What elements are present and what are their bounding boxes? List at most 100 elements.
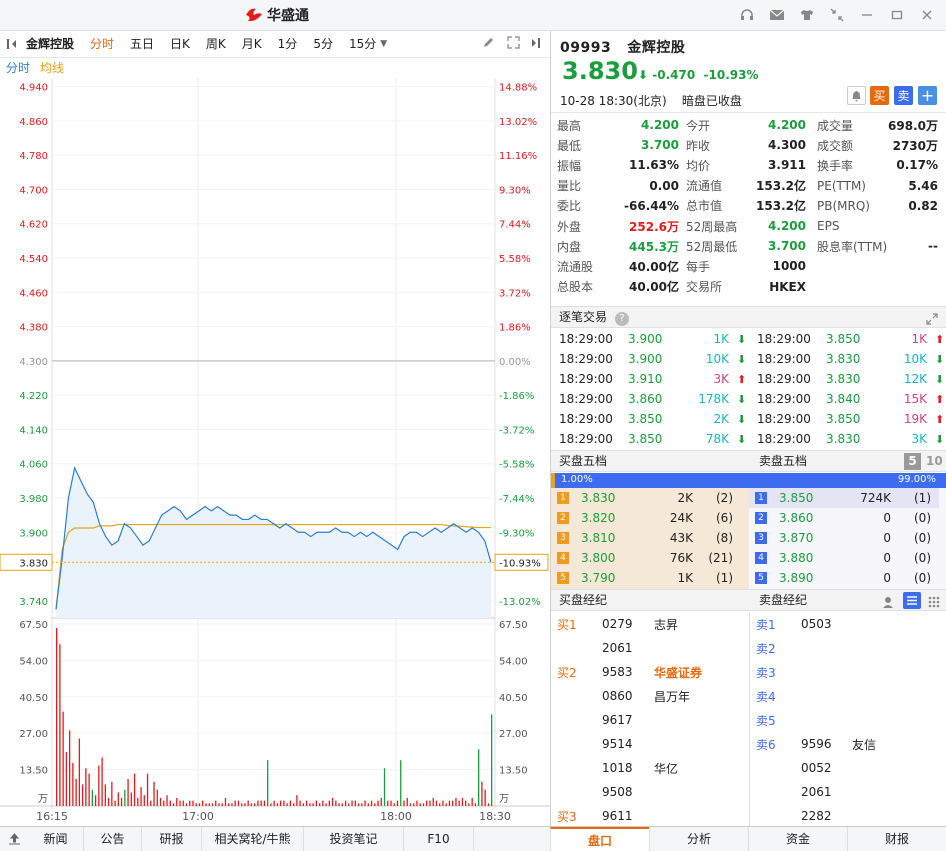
ask-broker-id[interactable]: 0503 — [801, 617, 832, 631]
quote-datetime: 10-28 18:30(北京) — [560, 94, 667, 108]
volume-bar — [185, 803, 188, 806]
bottom-tab-2[interactable]: 研报 — [142, 826, 202, 851]
ask-ratio-label: 99.00% — [897, 474, 936, 485]
level-volume: 0 — [883, 531, 891, 545]
tick-volume: 78K — [705, 432, 729, 446]
expand-icon[interactable] — [501, 36, 526, 52]
ask-broker-id[interactable]: 9596 — [801, 737, 832, 751]
chevron-down-icon[interactable]: ▼ — [380, 39, 388, 49]
ask-level-row[interactable]: 4 3.880 0 (0) — [755, 548, 945, 568]
bid-broker-id[interactable]: 9508 — [602, 785, 633, 799]
shrink-icon[interactable] — [828, 6, 846, 24]
volume-bar — [445, 803, 447, 806]
panel-tab-1[interactable]: 分析 — [649, 826, 748, 851]
level-count: (0) — [914, 511, 931, 525]
ask-broker-id[interactable]: 2282 — [801, 809, 832, 823]
level-5-toggle[interactable]: 5 — [904, 453, 921, 470]
bottom-tab-1[interactable]: 公告 — [84, 826, 142, 851]
ask-broker-id[interactable]: 0052 — [801, 761, 832, 775]
stat-value: 5.46 — [908, 178, 938, 193]
arrow-down-icon: ⬇ — [737, 392, 747, 406]
ask-level-row[interactable]: 3 3.870 0 (0) — [755, 528, 945, 548]
level-10-toggle[interactable]: 10 — [926, 454, 943, 468]
tick-time: 18:29:00 — [559, 332, 613, 346]
grid-view-icon[interactable] — [928, 594, 940, 615]
period-tab-2[interactable]: 日K — [170, 36, 190, 51]
bid-broker-id[interactable]: 0860 — [602, 689, 633, 703]
mail-icon[interactable] — [768, 6, 786, 24]
pencil-icon[interactable] — [476, 36, 501, 52]
intraday-chart[interactable]: 4.940 14.88% 4.860 13.02% 4.780 11.16% 4.700 9.… — [0, 78, 550, 826]
ask-level-row[interactable]: 1 3.850 724K (1) — [755, 488, 945, 508]
headset-icon[interactable] — [738, 6, 756, 24]
volume-bar — [335, 800, 337, 806]
bid-broker-id[interactable]: 1018 — [602, 761, 633, 775]
skin-shirt-icon[interactable] — [798, 6, 816, 24]
bottom-tab-5[interactable]: F10 — [404, 826, 474, 851]
bid-broker-id[interactable]: 9617 — [602, 713, 633, 727]
ask-broker-id[interactable]: 2061 — [801, 785, 832, 799]
sell-button[interactable]: 卖 — [894, 86, 913, 105]
price-tick-label: 4.060 — [19, 460, 48, 471]
collapse-right-icon[interactable] — [526, 36, 550, 53]
bid-level-row[interactable]: 2 3.820 24K (6) — [557, 508, 747, 528]
pct-tick-label: 14.88% — [499, 83, 537, 94]
bid-broker-id[interactable]: 2061 — [602, 641, 633, 655]
bid-broker-id[interactable]: 9611 — [602, 809, 633, 823]
close-icon[interactable] — [918, 6, 936, 24]
tick-price: 3.830 — [826, 372, 861, 386]
panel-tab-2[interactable]: 资金 — [748, 826, 847, 851]
volume-bar — [241, 803, 243, 806]
period-tab-5[interactable]: 1分 — [277, 36, 298, 51]
bid-level-row[interactable]: 5 3.790 1K (1) — [557, 568, 747, 588]
quote-time: 10-28 18:30(北京) 暗盘已收盘 — [560, 92, 742, 109]
panel-tab-0[interactable]: 盘口 — [550, 826, 649, 851]
bid-broker-id[interactable]: 9583 — [602, 665, 633, 679]
stats-grid: 最高 4.200 今开 4.200 成交量 698.0万 最低 3.700 昨收 4.300 成交额… — [551, 112, 946, 306]
bid-level-row[interactable]: 4 3.800 76K (21) — [557, 548, 747, 568]
bid-broker-id[interactable]: 9514 — [602, 737, 633, 751]
bid-broker-id[interactable]: 0279 — [602, 617, 633, 631]
list-view-icon[interactable] — [903, 592, 921, 609]
volume-bar — [133, 773, 136, 806]
alert-bell-button[interactable] — [847, 86, 866, 105]
volume-bar — [228, 803, 230, 806]
price-tick-label: 4.300 — [19, 357, 48, 368]
bid-level-row[interactable]: 1 3.830 2K (2) — [557, 488, 747, 508]
minimize-icon[interactable] — [858, 6, 876, 24]
volume-bar — [231, 803, 233, 806]
bottom-tab-3[interactable]: 相关窝轮/牛熊 — [202, 826, 304, 851]
level-price: 3.880 — [779, 551, 814, 565]
volume-bar — [208, 803, 210, 806]
volume-bar — [234, 800, 236, 806]
tick-volume: 2K — [713, 412, 729, 426]
ask-level-row[interactable]: 5 3.890 0 (0) — [755, 568, 945, 588]
period-tab-7[interactable]: 15分 — [348, 36, 377, 51]
person-icon[interactable] — [882, 594, 894, 615]
period-tab-6[interactable]: 5分 — [313, 36, 333, 51]
maximize-icon[interactable] — [888, 6, 906, 24]
volume-bar — [370, 800, 373, 806]
buy-button[interactable]: 买 — [870, 86, 889, 105]
volume-bar — [98, 765, 100, 806]
volume-bar — [312, 803, 314, 806]
collapse-panel-icon[interactable] — [0, 37, 20, 51]
bid-level-row[interactable]: 3 3.810 43K (8) — [557, 528, 747, 548]
upload-icon[interactable] — [0, 832, 28, 846]
add-watchlist-button[interactable]: + — [918, 86, 937, 105]
bottom-tab-0[interactable]: 新闻 — [28, 826, 84, 851]
period-tab-3[interactable]: 周K — [205, 36, 226, 51]
stock-name: 金辉控股 — [627, 40, 686, 56]
expand-ticks-icon[interactable] — [926, 311, 938, 332]
ask-level-row[interactable]: 2 3.860 0 (0) — [755, 508, 945, 528]
help-icon[interactable]: ? — [614, 312, 629, 326]
volume-bar — [198, 803, 201, 806]
level-count: (0) — [914, 551, 931, 565]
period-tab-0[interactable]: 分时 — [90, 36, 115, 51]
level-volume: 24K — [669, 511, 693, 525]
bottom-tab-4[interactable]: 投资笔记 — [304, 826, 404, 851]
tick-volume: 3K — [911, 432, 927, 446]
period-tab-4[interactable]: 月K — [241, 36, 262, 51]
period-tab-1[interactable]: 五日 — [130, 36, 155, 51]
panel-tab-3[interactable]: 财报 — [847, 826, 946, 851]
